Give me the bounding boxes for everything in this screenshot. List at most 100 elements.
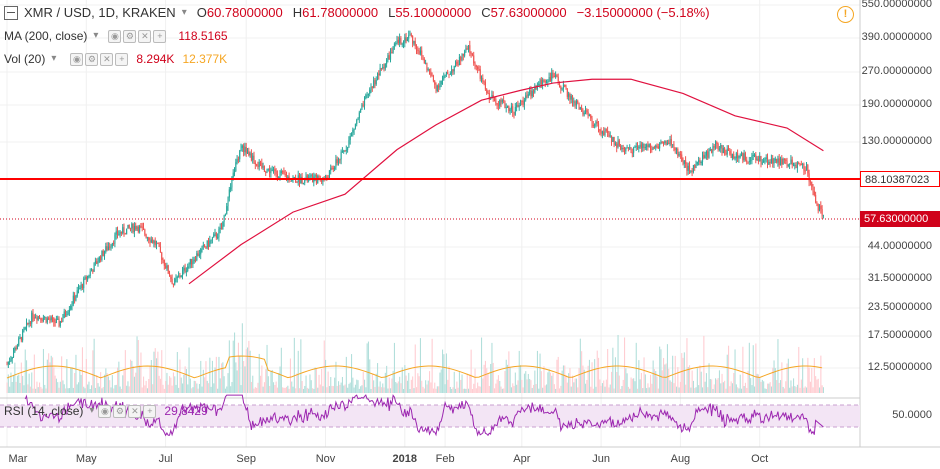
rsi-chevron-icon[interactable]: ▾ (89, 405, 95, 416)
ma-label[interactable]: MA (200, close) (4, 28, 88, 43)
alert-icon[interactable]: ! (837, 6, 854, 23)
candle-body (163, 260, 165, 266)
candle-body (91, 270, 93, 272)
candle-body (133, 226, 135, 232)
candle-body (622, 148, 624, 150)
volume-bar (328, 386, 330, 393)
rsi-eye-icon[interactable]: ◉ (98, 405, 112, 418)
candle-body (603, 131, 605, 136)
volume-bar (136, 336, 138, 393)
rsi-more-icon[interactable]: + (143, 405, 157, 418)
candle-body (413, 41, 415, 44)
candle-body (328, 170, 330, 179)
candle-body (377, 73, 379, 80)
volume-bar (821, 385, 823, 393)
volume-bar (427, 380, 429, 393)
volume-bar (583, 369, 585, 393)
candle-body (505, 107, 507, 109)
candle-body (378, 73, 380, 76)
vol-eye-icon[interactable]: ◉ (70, 53, 84, 66)
candle-body (124, 233, 126, 235)
candle-body (358, 112, 360, 119)
candle-body (41, 319, 43, 321)
candle-body (551, 72, 553, 81)
candle-body (686, 163, 688, 171)
settings-icon[interactable]: ⚙ (123, 30, 137, 43)
vol-chevron-icon[interactable]: ▾ (51, 53, 57, 64)
candle-body (811, 181, 813, 187)
candle-body (564, 84, 566, 87)
volume-bar (510, 387, 512, 393)
volume-bar (718, 370, 720, 393)
candle-body (616, 143, 618, 148)
volume-bar (146, 388, 148, 393)
volume-bar (643, 357, 645, 393)
eye-icon[interactable]: ◉ (108, 30, 122, 43)
candle-body (646, 144, 648, 148)
vol-close-icon[interactable]: ✕ (100, 53, 114, 66)
volume-bar (453, 371, 455, 393)
candle-body (689, 165, 691, 172)
candle-body (131, 223, 133, 229)
volume-bar (391, 378, 393, 393)
candle-body (172, 283, 174, 285)
price-tick-label: 23.50000000 (867, 301, 932, 313)
candle-body (13, 352, 15, 358)
volume-bar (200, 360, 202, 393)
candle-body (210, 239, 212, 241)
rsi-settings-icon[interactable]: ⚙ (113, 405, 127, 418)
volume-bar (115, 384, 117, 393)
candle-body (611, 135, 613, 142)
close-icon[interactable]: ✕ (138, 30, 152, 43)
candle-body (490, 98, 492, 100)
candle-body (267, 168, 269, 170)
candle-body (720, 145, 722, 149)
volume-bar (387, 388, 389, 393)
candle-body (570, 95, 572, 100)
volume-bar (280, 347, 282, 393)
candle-body (425, 62, 427, 64)
candle-body (585, 110, 587, 113)
volume-bar (768, 383, 770, 393)
candle-body (232, 172, 234, 178)
volume-bar (18, 374, 20, 393)
volume-bar (139, 365, 141, 393)
chevron-down-icon[interactable]: ▾ (181, 7, 187, 18)
rsi-label[interactable]: RSI (14, close) (4, 403, 84, 418)
volume-bar (655, 371, 657, 393)
candle-body (555, 75, 557, 78)
volume-bar (561, 370, 563, 393)
candle-body (669, 139, 671, 144)
volume-bar (734, 349, 736, 393)
ma-chevron-icon[interactable]: ▾ (93, 30, 99, 41)
volume-bar (408, 372, 410, 393)
volume-bar (83, 386, 85, 393)
volume-bar (114, 385, 116, 393)
candle-body (39, 316, 41, 318)
candle-body (735, 153, 737, 159)
collapse-icon[interactable] (4, 5, 18, 20)
candle-body (166, 265, 168, 269)
symbol-title[interactable]: XMR / USD, 1D, KRAKEN (24, 5, 176, 20)
volume-bar (774, 368, 776, 393)
horizontal-line-price-label[interactable]: 88.10387023 (860, 171, 940, 187)
volume-bar (627, 386, 629, 393)
rsi-close-icon[interactable]: ✕ (128, 405, 142, 418)
more-icon[interactable]: + (153, 30, 167, 43)
candle-body (143, 227, 145, 230)
volume-bar (508, 351, 510, 393)
candle-body (57, 318, 59, 320)
volume-bar (751, 385, 753, 393)
vol-label[interactable]: Vol (20) (4, 51, 46, 66)
volume-bar (677, 367, 679, 393)
vol-more-icon[interactable]: + (115, 53, 129, 66)
candle-body (443, 76, 445, 80)
volume-bar (127, 381, 129, 393)
volume-bar (756, 373, 758, 393)
candle-body (721, 145, 723, 153)
volume-bar (659, 346, 661, 393)
vol-settings-icon[interactable]: ⚙ (85, 53, 99, 66)
rsi-tick-label: 50.0000 (892, 409, 932, 421)
